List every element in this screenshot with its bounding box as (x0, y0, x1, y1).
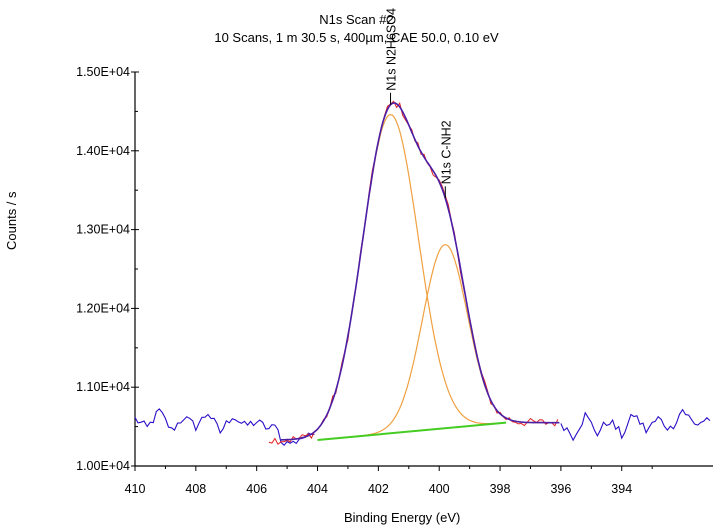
chart-title: N1s Scan #2 (319, 12, 394, 27)
peak-label-1: N1s N2H6SO4 (385, 8, 399, 91)
x-tick-label: 400 (429, 482, 450, 496)
raw-data-fit-region (268, 100, 559, 445)
x-tick-label: 410 (125, 482, 146, 496)
x-tick-label: 408 (185, 482, 206, 496)
raw-data-left (134, 408, 315, 446)
y-tick-label: 1.40E+04 (76, 144, 130, 158)
raw-data-right (560, 408, 711, 442)
component-peak-1 (284, 113, 496, 441)
component-peak-2 (338, 243, 551, 439)
x-tick-label: 406 (246, 482, 267, 496)
x-tick-label: 402 (368, 482, 389, 496)
peak-label-2: N1s C-NH2 (439, 120, 453, 184)
x-tick-label: 404 (307, 482, 328, 496)
y-tick-label: 1.50E+04 (76, 65, 130, 79)
y-axis-title: Counts / s (4, 191, 19, 250)
y-tick-label: 1.30E+04 (76, 223, 130, 237)
y-tick-label: 1.10E+04 (76, 380, 130, 394)
chart-subtitle: 10 Scans, 1 m 30.5 s, 400µm, CAE 50.0, 0… (214, 30, 499, 45)
x-axis-title: Binding Energy (eV) (344, 510, 461, 525)
fit-envelope (281, 102, 560, 441)
x-tick-label: 394 (611, 482, 632, 496)
x-tick-label: 396 (550, 482, 571, 496)
x-tick-label: 398 (490, 482, 511, 496)
y-tick-label: 1.00E+04 (76, 459, 130, 473)
background-line (317, 421, 507, 441)
y-tick-label: 1.20E+04 (76, 301, 130, 315)
